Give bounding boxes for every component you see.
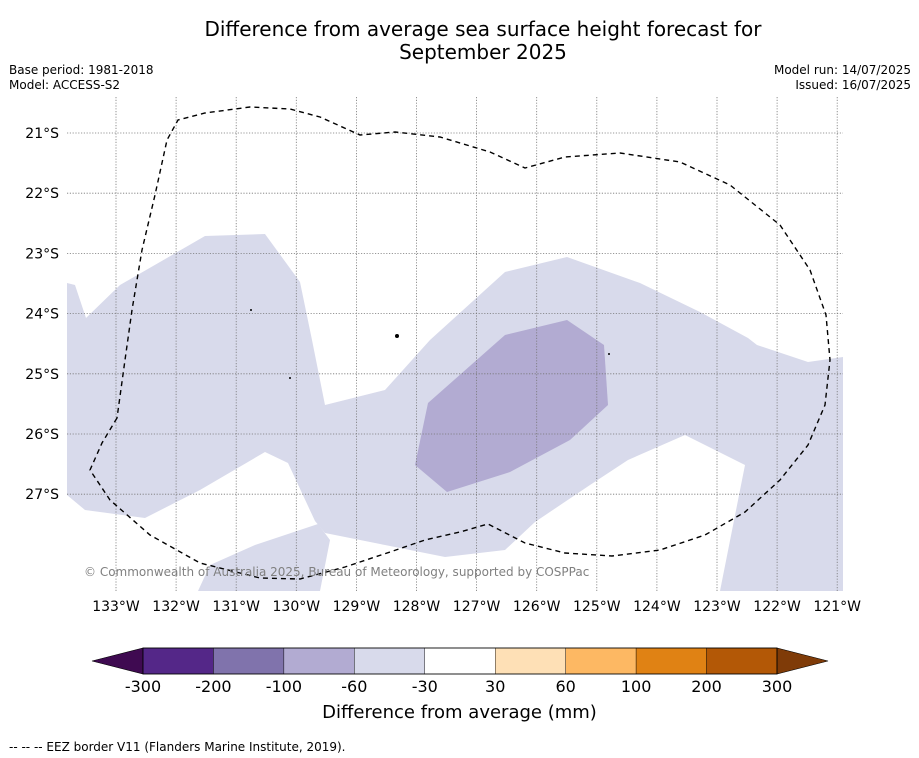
map-plot-area <box>67 234 843 591</box>
colorbar-segment <box>635 647 707 675</box>
colorbar-tick-label: 300 <box>762 677 793 696</box>
longitude-label: 128°W <box>393 599 441 615</box>
longitude-label: 130°W <box>273 599 321 615</box>
longitude-label: 121°W <box>813 599 861 615</box>
longitude-label: 133°W <box>92 599 140 615</box>
colorbar-segment <box>424 647 496 675</box>
colorbar-tick-label: -30 <box>412 677 438 696</box>
latitude-label: 21°S <box>25 126 59 142</box>
colorbar-title: Difference from average (mm) <box>322 702 597 723</box>
model-name: Model: ACCESS-S2 <box>9 78 121 92</box>
issued-date: Issued: 16/07/2025 <box>795 78 911 92</box>
map-figure: 21°S22°S23°S24°S25°S26°S27°S 133°W 132°W 1… <box>25 97 861 696</box>
latitude-label: 27°S <box>25 487 59 503</box>
anomaly-region-medium <box>415 320 608 492</box>
eez-footnote: -- -- -- EEZ border V11 (Flanders Marine… <box>9 740 346 754</box>
longitude-label: 129°W <box>333 599 381 615</box>
colorbar-segment <box>213 647 285 675</box>
colorbar-extend-high <box>776 647 829 675</box>
island-speck <box>250 309 252 311</box>
colorbar-tick-label: 100 <box>621 677 652 696</box>
colorbar-segment <box>283 647 355 675</box>
colorbar-tick-label: -300 <box>125 677 161 696</box>
colorbar-segment <box>354 647 425 675</box>
latitude-labels: 21°S 22°S 23°S 24°S 25°S 26°S 27°S <box>25 126 59 503</box>
colorbar-segment <box>495 647 566 675</box>
meta-left: Base period: 1981-2018 Model: ACCESS-S2 <box>9 63 154 93</box>
colorbar-tick-label: -100 <box>266 677 302 696</box>
title-line-1: Difference from average sea surface heig… <box>204 17 762 41</box>
latitude-label: 23°S <box>25 246 59 262</box>
base-period: Base period: 1981-2018 <box>9 63 154 77</box>
title-line-2: September 2025 <box>399 40 567 64</box>
longitude-label: 132°W <box>152 599 200 615</box>
longitude-label: 127°W <box>453 599 501 615</box>
latitude-label: 25°S <box>25 367 59 383</box>
page-title: Difference from average sea surface heig… <box>0 18 919 64</box>
meta-right: Model run: 14/07/2025 Issued: 16/07/2025 <box>774 63 911 93</box>
colorbar-segment <box>565 647 637 675</box>
latitude-label: 26°S <box>25 427 59 443</box>
longitude-label: 125°W <box>573 599 621 615</box>
longitude-label: 123°W <box>693 599 741 615</box>
longitude-label: 131°W <box>212 599 260 615</box>
colorbar-extend-low <box>91 647 144 675</box>
longitude-label: 122°W <box>753 599 801 615</box>
colorbar-tick-label: -200 <box>195 677 231 696</box>
colorbar-tick-label: 30 <box>485 677 505 696</box>
island-speck <box>289 377 291 379</box>
colorbar-frame <box>142 647 778 675</box>
island-speck <box>395 334 399 338</box>
colorbar-tick-label: 60 <box>555 677 575 696</box>
longitude-label: 124°W <box>633 599 681 615</box>
colorbar-tick-labels: -300 -200 -100 -60 -30 30 60 100 200 300 <box>125 677 792 696</box>
model-run: Model run: 14/07/2025 <box>773 63 911 77</box>
latitude-label: 24°S <box>25 307 59 323</box>
colorbar-segment <box>706 647 778 675</box>
copyright-notice: © Commonwealth of Australia 2025, Bureau… <box>84 565 590 579</box>
longitude-labels: 133°W 132°W 131°W 130°W 129°W 128°W 127°W 126°W… <box>92 599 861 615</box>
island-speck <box>608 353 610 355</box>
colorbar-segment <box>142 647 214 675</box>
colorbar-tick-label: 200 <box>691 677 722 696</box>
colorbar <box>91 647 829 675</box>
anomaly-region-light-south <box>198 524 330 591</box>
latitude-label: 22°S <box>25 186 59 202</box>
colorbar-tick-label: -60 <box>341 677 367 696</box>
longitude-label: 126°W <box>513 599 561 615</box>
